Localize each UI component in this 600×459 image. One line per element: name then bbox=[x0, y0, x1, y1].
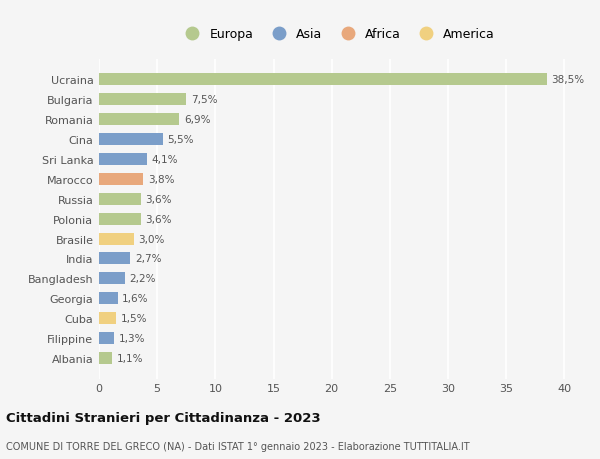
Text: 3,8%: 3,8% bbox=[148, 174, 175, 185]
Bar bbox=[99, 94, 186, 106]
Text: 4,1%: 4,1% bbox=[151, 155, 178, 165]
Bar bbox=[99, 154, 146, 166]
Bar bbox=[99, 74, 547, 86]
Bar bbox=[99, 313, 116, 325]
Bar bbox=[99, 273, 125, 285]
Text: 2,7%: 2,7% bbox=[135, 254, 161, 264]
Bar bbox=[99, 253, 130, 265]
Text: Cittadini Stranieri per Cittadinanza - 2023: Cittadini Stranieri per Cittadinanza - 2… bbox=[6, 412, 320, 425]
Text: 3,6%: 3,6% bbox=[146, 214, 172, 224]
Text: 3,0%: 3,0% bbox=[139, 234, 165, 244]
Text: 5,5%: 5,5% bbox=[167, 135, 194, 145]
Text: COMUNE DI TORRE DEL GRECO (NA) - Dati ISTAT 1° gennaio 2023 - Elaborazione TUTTI: COMUNE DI TORRE DEL GRECO (NA) - Dati IS… bbox=[6, 441, 470, 451]
Bar bbox=[99, 332, 114, 344]
Bar bbox=[99, 134, 163, 146]
Bar bbox=[99, 114, 179, 126]
Text: 6,9%: 6,9% bbox=[184, 115, 211, 125]
Text: 2,2%: 2,2% bbox=[129, 274, 156, 284]
Bar bbox=[99, 233, 134, 245]
Text: 1,6%: 1,6% bbox=[122, 294, 149, 303]
Text: 1,3%: 1,3% bbox=[119, 333, 145, 343]
Bar bbox=[99, 293, 118, 305]
Bar bbox=[99, 213, 141, 225]
Bar bbox=[99, 193, 141, 205]
Text: 1,1%: 1,1% bbox=[116, 353, 143, 363]
Text: 7,5%: 7,5% bbox=[191, 95, 217, 105]
Text: 1,5%: 1,5% bbox=[121, 313, 148, 324]
Text: 38,5%: 38,5% bbox=[551, 75, 584, 85]
Bar bbox=[99, 352, 112, 364]
Legend: Europa, Asia, Africa, America: Europa, Asia, Africa, America bbox=[176, 24, 499, 45]
Text: 3,6%: 3,6% bbox=[146, 194, 172, 204]
Bar bbox=[99, 174, 143, 185]
